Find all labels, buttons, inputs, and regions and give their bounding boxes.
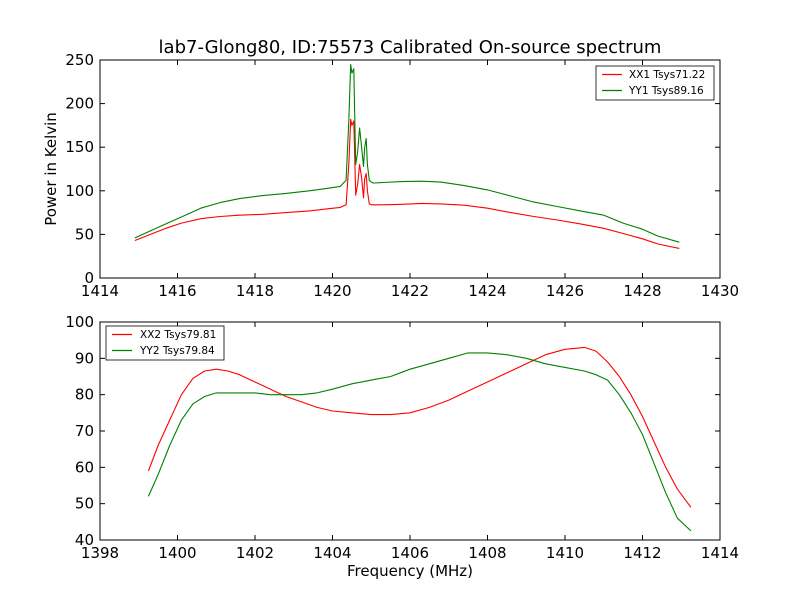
bottom-legend-label-xx2: XX2 Tsys79.81 (140, 329, 216, 341)
top-y-tick-label: 250 (65, 51, 94, 69)
bottom-legend-label-yy2: YY2 Tsys79.84 (139, 345, 215, 357)
top-x-tick-label: 1428 (623, 282, 661, 300)
top-x-tick-label: 1420 (313, 282, 351, 300)
bottom-x-tick-label: 1404 (313, 544, 351, 562)
top-legend-box (595, 65, 715, 101)
bottom-legend-box (105, 325, 225, 361)
bottom-y-tick-label: 90 (75, 349, 94, 367)
top-x-tick-label: 1430 (701, 282, 739, 300)
top-legend: XX1 Tsys71.22 YY1 Tsys89.16 (595, 65, 715, 101)
bottom-y-tick-label: 50 (75, 495, 94, 513)
top-series-2-line (134, 63, 680, 243)
bottom-x-tick-label: 1408 (468, 544, 506, 562)
bottom-x-axis-label: Frequency (MHz) (347, 562, 473, 580)
top-y-axis-label: Power in Kelvin (42, 112, 60, 226)
top-y-tick-label: 200 (65, 95, 94, 113)
top-x-tick-label: 1416 (158, 282, 196, 300)
top-y-tick-label: 100 (65, 182, 94, 200)
top-x-tick-label: 1424 (468, 282, 506, 300)
bottom-x-tick-label: 1414 (701, 544, 739, 562)
top-x-tick-label: 1418 (236, 282, 274, 300)
top-x-tick-label: 1422 (391, 282, 429, 300)
bottom-y-tick-label: 70 (75, 422, 94, 440)
top-legend-label-yy1: YY1 Tsys89.16 (628, 85, 704, 97)
bottom-panel: 1398 1400 1402 1404 1406 1408 1410 1412 1414 40 50… (65, 313, 739, 580)
top-x-tick-label: 1426 (546, 282, 584, 300)
bottom-y-tick-label: 40 (75, 531, 94, 549)
bottom-x-tick-label: 1410 (546, 544, 584, 562)
top-panel: 1414 1416 1418 1420 1422 1424 1426 1428 1430 0 50 1… (42, 51, 739, 300)
bottom-x-tick-label: 1398 (81, 544, 119, 562)
top-legend-label-xx1: XX1 Tsys71.22 (629, 69, 705, 81)
bottom-x-tick-label: 1406 (391, 544, 429, 562)
top-y-tick-label: 0 (84, 269, 94, 287)
bottom-y-tick-label: 60 (75, 458, 94, 476)
top-y-tick-label: 150 (65, 138, 94, 156)
bottom-series-2-line (147, 352, 692, 532)
bottom-series-1-line (147, 346, 692, 508)
bottom-legend: XX2 Tsys79.81 YY2 Tsys79.84 (105, 325, 225, 361)
bottom-x-tick-label: 1402 (236, 544, 274, 562)
bottom-y-tick-label: 100 (65, 313, 94, 331)
top-y-tick-label: 50 (75, 225, 94, 243)
top-x-tick-label: 1414 (81, 282, 119, 300)
bottom-x-tick-label: 1412 (623, 544, 661, 562)
chart-title: lab7-Glong80, ID:75573 Calibrated On-sou… (159, 37, 662, 58)
bottom-x-tick-label: 1400 (158, 544, 196, 562)
bottom-y-tick-label: 80 (75, 386, 94, 404)
top-series-1-line (134, 118, 680, 249)
